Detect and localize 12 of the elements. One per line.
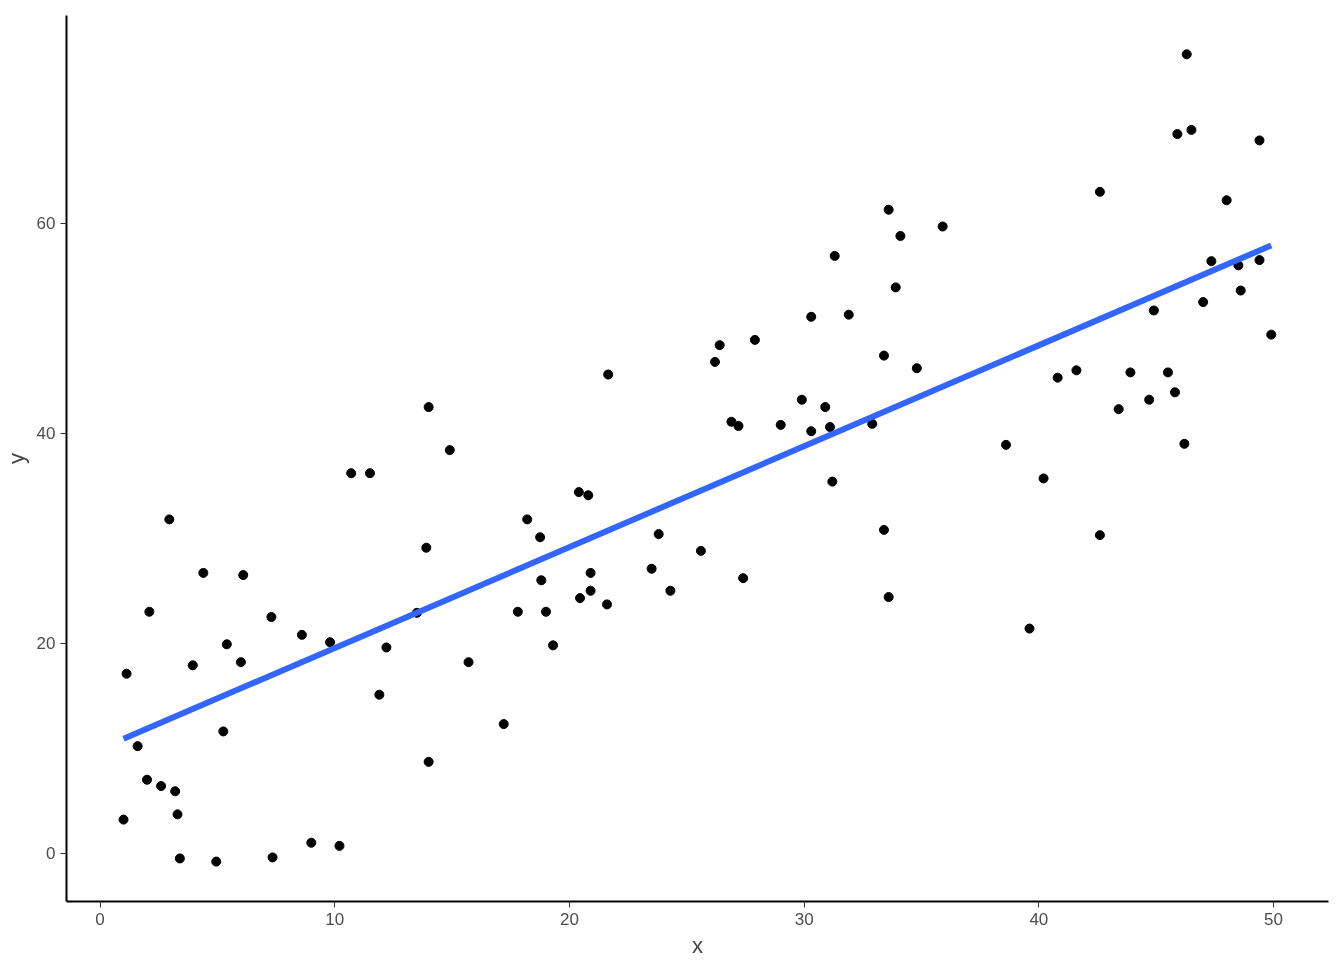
x-tick-label: 40	[1029, 909, 1049, 929]
x-axis-title: x	[692, 932, 703, 958]
x-tick-label: 0	[95, 909, 105, 929]
x-tick-label: 10	[325, 909, 345, 929]
y-tick-label: 0	[46, 844, 56, 864]
y-tick-label: 40	[36, 424, 56, 444]
x-tick-label: 30	[794, 909, 814, 929]
y-tick-label: 20	[36, 634, 56, 654]
y-axis-title: y	[3, 453, 29, 464]
y-tick-label: 60	[36, 214, 56, 234]
x-tick-label: 20	[560, 909, 579, 929]
x-tick-label: 50	[1264, 909, 1284, 929]
